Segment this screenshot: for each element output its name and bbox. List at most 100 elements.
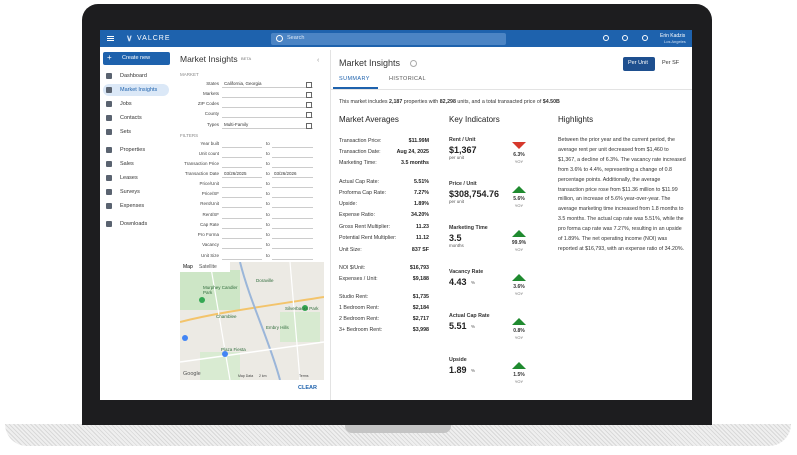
nav-item[interactable]: Downloads — [120, 220, 148, 227]
indicator-change: 99.9% — [511, 240, 527, 246]
filter-input[interactable] — [222, 238, 262, 239]
filter-input[interactable] — [222, 228, 262, 229]
screen: ∨ VALCRE Search Erin Kadzis Los Angeles + Crea… — [100, 30, 692, 400]
filter-input[interactable] — [222, 218, 262, 219]
map-provider: Google — [183, 371, 201, 377]
map-scale: 2 km — [259, 374, 267, 378]
nav-item[interactable]: Surveys — [120, 188, 140, 195]
section-heading: Key Indicators — [449, 115, 500, 124]
nav-item[interactable]: Properties — [120, 146, 146, 153]
indicator-unit: per unit — [449, 155, 465, 160]
average-label: Expenses / Unit: — [339, 275, 378, 282]
summary: This market includes 2,187 properties wi… — [339, 99, 560, 105]
filter-input[interactable] — [272, 238, 313, 239]
nav-item[interactable]: Leases — [120, 174, 138, 181]
summary-figure: $4.50B — [542, 99, 560, 105]
filter-input[interactable] — [222, 248, 262, 249]
tab[interactable]: HISTORICAL — [389, 76, 426, 82]
nav-icon — [106, 73, 112, 79]
field-icon — [306, 92, 312, 98]
indicator-change: 6.3% — [513, 152, 525, 158]
field-icon — [306, 82, 312, 88]
field-box[interactable] — [222, 97, 313, 98]
filter-input[interactable] — [222, 177, 262, 178]
toggle-active[interactable] — [623, 57, 655, 71]
menu-icon-mid — [107, 38, 114, 39]
indicator-unit: per unit — [449, 199, 465, 204]
filter-input[interactable] — [222, 147, 262, 148]
map-graphic[interactable] — [180, 262, 324, 380]
create-label[interactable]: Create new — [122, 55, 151, 61]
filter-input[interactable] — [272, 207, 313, 208]
filter-input[interactable] — [222, 197, 262, 198]
map-attribution: Map Data — [238, 374, 254, 378]
filter-input[interactable] — [272, 187, 313, 188]
average-label: Unit Size: — [339, 246, 362, 253]
field-box[interactable] — [222, 107, 313, 108]
filter-label: Year built — [200, 141, 219, 146]
indicator-change: 0.8% — [513, 328, 525, 334]
filter-input[interactable] — [222, 157, 262, 158]
range-separator: to — [266, 191, 270, 196]
nav-icon — [106, 147, 112, 153]
user-name[interactable]: Erin Kadzis — [660, 33, 686, 39]
search-box[interactable] — [271, 33, 506, 45]
filter-input[interactable] — [272, 167, 313, 168]
range-separator: to — [266, 201, 270, 206]
top-icon[interactable] — [642, 35, 648, 41]
toggle-label[interactable]: Per Unit — [628, 60, 648, 66]
field-box[interactable] — [222, 117, 313, 118]
brand: VALCRE — [137, 35, 171, 42]
field-box[interactable] — [222, 128, 313, 129]
toggle-label[interactable]: Per SF — [662, 60, 680, 66]
filter-input[interactable] — [272, 259, 313, 260]
collapse-icon[interactable]: ‹ — [317, 57, 320, 64]
tab[interactable]: SUMMARY — [339, 76, 370, 82]
nav-icon — [106, 175, 112, 181]
nav-icon — [106, 129, 112, 135]
indicator-change-label: YOY — [514, 334, 524, 340]
map — [180, 262, 324, 380]
filter-label: Transaction Date — [184, 171, 219, 176]
filter-input[interactable] — [272, 197, 313, 198]
filter-input[interactable] — [272, 228, 313, 229]
map-terms[interactable]: Terms — [299, 374, 309, 378]
filter-input[interactable] — [222, 207, 262, 208]
filter-input[interactable] — [272, 147, 313, 148]
clear-button[interactable]: CLEAR — [298, 385, 317, 391]
range-separator: to — [266, 141, 270, 146]
nav-item[interactable]: Sales — [120, 160, 134, 167]
filter-input[interactable] — [272, 248, 313, 249]
average-value: 7.27% — [413, 189, 429, 196]
average-label: 3+ Bedroom Rent: — [339, 326, 383, 333]
nav-item[interactable]: Sets — [120, 128, 132, 135]
filter-input[interactable] — [272, 218, 313, 219]
filter-input[interactable] — [272, 157, 313, 158]
top-icon[interactable] — [603, 35, 609, 41]
average-value: 1.89% — [413, 200, 429, 207]
filter-label: Vacancy — [202, 242, 219, 247]
field-box[interactable] — [222, 87, 313, 88]
map-tab[interactable]: Satellite — [199, 264, 217, 270]
nav-item[interactable]: Expenses — [120, 202, 145, 209]
filter-input[interactable] — [222, 259, 262, 260]
summary-figure: 2,187 — [389, 99, 403, 105]
indicator-change: 1.5% — [513, 372, 525, 378]
filter-input[interactable] — [222, 187, 262, 188]
map-tab[interactable]: Map — [183, 264, 193, 270]
top-icon[interactable] — [622, 35, 628, 41]
average-label: 1 Bedroom Rent: — [339, 304, 380, 311]
filter-input[interactable] — [222, 167, 262, 168]
filter-label: Price/Unit — [199, 181, 219, 186]
field-label: Markets — [202, 91, 219, 96]
average-value: $3,998 — [412, 326, 429, 333]
filter-input[interactable] — [272, 177, 313, 178]
nav-item[interactable]: Contacts — [120, 114, 142, 121]
average-label: NOI $/Unit: — [339, 264, 366, 271]
nav-item[interactable]: Market Insights — [120, 86, 158, 93]
create-button[interactable] — [103, 52, 170, 65]
menu-icon[interactable] — [107, 36, 114, 41]
nav-item[interactable]: Jobs — [120, 100, 132, 107]
indicator-value: 1.89 — [449, 365, 467, 375]
nav-item[interactable]: Dashboard — [120, 72, 147, 79]
